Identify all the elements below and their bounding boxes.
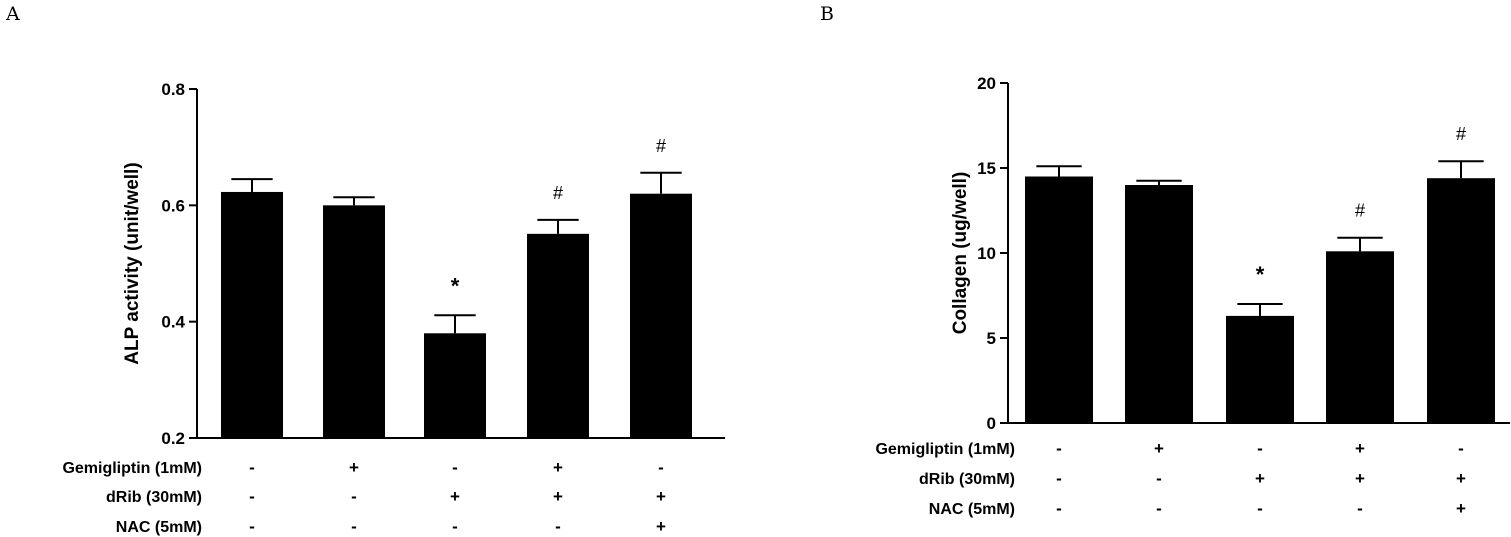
treatment-label: NAC (5mM) xyxy=(116,519,202,536)
bar xyxy=(1025,176,1093,423)
bar xyxy=(1125,185,1193,423)
treatment-label: dRib (30mM) xyxy=(919,471,1015,488)
chart-panel-a: A 0.2 0.4 0.6 0.8 ALP activity (unit/well) * # #… xyxy=(5,3,725,536)
y-tick-label: 0 xyxy=(987,414,996,433)
treatment-label: NAC (5mM) xyxy=(929,501,1015,518)
y-tick-label: 20 xyxy=(977,74,996,93)
y-axis-title: Collagen (ug/well) xyxy=(950,172,971,335)
treatment-sign: - xyxy=(1257,439,1263,458)
treatment-sign: - xyxy=(1257,499,1263,518)
treatment-label: Gemigliptin (1mM) xyxy=(875,441,1015,458)
treatment-sign: - xyxy=(351,487,357,506)
y-tick-label: 15 xyxy=(977,159,996,178)
bar xyxy=(1226,315,1294,423)
chart-panel-b: B 0 5 10 15 20 Collagen (ug/well) * # # Gemiglipti… xyxy=(820,3,1510,518)
significance-mark: # xyxy=(1355,201,1365,221)
treatment-sign: + xyxy=(553,458,563,477)
treatment-sign: - xyxy=(249,487,255,506)
panel-label: B xyxy=(820,3,834,25)
treatment-sign: + xyxy=(1255,469,1265,488)
significance-mark: * xyxy=(451,273,460,298)
bar xyxy=(630,193,692,438)
y-tick-label: 0.4 xyxy=(161,313,185,332)
treatment-sign: + xyxy=(553,487,563,506)
treatment-sign: + xyxy=(349,458,359,477)
treatment-sign: + xyxy=(656,487,666,506)
bar xyxy=(424,333,486,438)
treatment-sign: + xyxy=(1456,499,1466,518)
y-tick-label: 5 xyxy=(987,329,996,348)
treatment-sign: - xyxy=(1156,469,1162,488)
panel-label: A xyxy=(5,3,20,25)
treatment-sign: - xyxy=(452,517,458,536)
treatment-sign: + xyxy=(656,517,666,536)
treatment-sign: - xyxy=(658,458,664,477)
bar xyxy=(1326,251,1394,423)
treatment-sign: + xyxy=(450,487,460,506)
treatment-sign: - xyxy=(249,458,255,477)
y-tick-label: 0.8 xyxy=(161,80,185,99)
treatment-sign: + xyxy=(1355,469,1365,488)
bar xyxy=(527,233,589,438)
bar xyxy=(221,191,283,438)
treatment-label: dRib (30mM) xyxy=(106,489,202,506)
y-tick-label: 10 xyxy=(977,244,996,263)
treatment-sign: + xyxy=(1355,439,1365,458)
significance-mark: # xyxy=(1456,124,1466,144)
treatment-sign: - xyxy=(1357,499,1363,518)
y-axis-title: ALP activity (unit/well) xyxy=(122,162,143,364)
treatment-sign: - xyxy=(1156,499,1162,518)
significance-mark: # xyxy=(553,183,563,203)
bar xyxy=(323,205,385,438)
significance-mark: * xyxy=(1256,262,1265,287)
treatment-sign: - xyxy=(1056,499,1062,518)
y-tick-label: 0.6 xyxy=(161,196,185,215)
treatment-sign: + xyxy=(1154,439,1164,458)
treatment-sign: - xyxy=(1056,439,1062,458)
treatment-sign: - xyxy=(1458,439,1464,458)
significance-mark: # xyxy=(656,136,666,156)
y-tick-label: 0.2 xyxy=(161,429,185,448)
treatment-sign: - xyxy=(1056,469,1062,488)
treatment-sign: - xyxy=(555,517,561,536)
treatment-label: Gemigliptin (1mM) xyxy=(62,460,202,477)
treatment-sign: - xyxy=(452,458,458,477)
treatment-sign: + xyxy=(1456,469,1466,488)
treatment-sign: - xyxy=(351,517,357,536)
bar xyxy=(1427,178,1495,423)
treatment-sign: - xyxy=(249,517,255,536)
